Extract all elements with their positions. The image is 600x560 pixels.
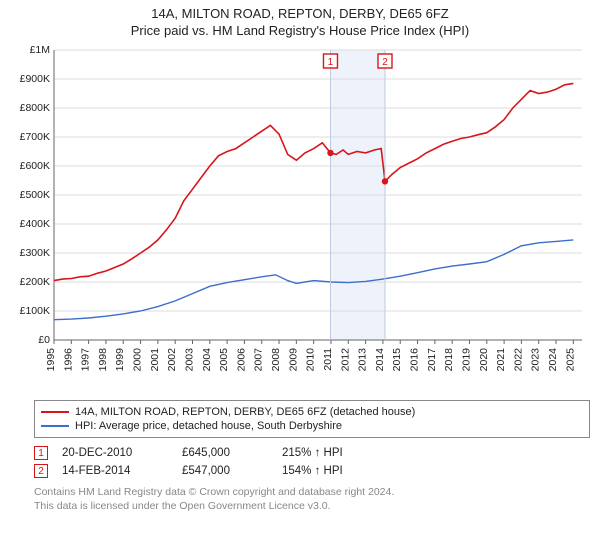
x-tick-label: 2002 [166,348,178,372]
y-tick-label: £0 [38,334,50,346]
page-subtitle: Price paid vs. HM Land Registry's House … [10,23,590,38]
sale-price: £645,000 [182,447,282,459]
x-tick-label: 2001 [149,348,161,372]
y-tick-label: £600K [20,160,50,172]
chart-container: 14A, MILTON ROAD, REPTON, DERBY, DE65 6F… [0,0,600,560]
x-tick-label: 2007 [253,348,265,372]
sale-row: 1 20-DEC-2010£645,000215% ↑ HPI [34,444,590,462]
x-tick-label: 2005 [218,348,230,372]
sales-table: 1 20-DEC-2010£645,000215% ↑ HPI 2 14-FEB-20… [34,444,590,480]
x-tick-label: 1999 [114,348,126,372]
title-block: 14A, MILTON ROAD, REPTON, DERBY, DE65 6F… [0,0,600,40]
y-tick-label: £500K [20,189,50,201]
x-tick-label: 2020 [478,348,490,372]
x-tick-label: 2004 [201,348,213,372]
x-tick-label: 2009 [287,348,299,372]
x-tick-label: 2024 [547,348,559,372]
x-tick-label: 2018 [443,348,455,372]
line-chart: £0 £100K £200K £300K £400K £500K £600K £700K £80… [10,44,590,394]
x-tick-label: 2008 [270,348,282,372]
x-tick-label: 2000 [132,348,144,372]
x-tick-label: 2019 [460,348,472,372]
sale-date: 20-DEC-2010 [62,447,182,459]
sale-price: £547,000 [182,465,282,477]
sale-dot [382,178,388,184]
y-tick-label: £400K [20,218,50,230]
legend-label: 14A, MILTON ROAD, REPTON, DERBY, DE65 6F… [75,406,415,418]
y-tick-label: £1M [30,44,50,56]
x-tick-label: 2010 [305,348,317,372]
x-tick-label: 2025 [564,348,576,372]
legend-row: HPI: Average price, detached house, Sout… [41,419,583,433]
footnote-line: This data is licensed under the Open Gov… [34,500,590,514]
x-tick-label: 2015 [391,348,403,372]
x-tick-label: 2014 [374,348,386,372]
x-tick-label: 1995 [45,348,57,372]
sale-marker-number: 1 [328,57,334,68]
y-tick-label: £800K [20,102,50,114]
sale-marker-icon: 2 [34,464,48,478]
legend-row: 14A, MILTON ROAD, REPTON, DERBY, DE65 6F… [41,405,583,419]
x-tick-label: 2022 [512,348,524,372]
chart-svg: £0 £100K £200K £300K £400K £500K £600K £700K £80… [10,44,590,394]
legend-label: HPI: Average price, detached house, Sout… [75,420,342,432]
y-tick-label: £900K [20,73,50,85]
sale-date: 14-FEB-2014 [62,465,182,477]
legend-swatch [41,425,69,427]
footnote: Contains HM Land Registry data © Crown c… [34,486,590,513]
x-tick-label: 2023 [530,348,542,372]
sale-marker-icon: 1 [34,446,48,460]
sale-pct: 215% ↑ HPI [282,447,402,459]
y-tick-label: £200K [20,276,50,288]
x-tick-label: 1996 [62,348,74,372]
x-tick-label: 2013 [357,348,369,372]
sale-pct: 154% ↑ HPI [282,465,402,477]
y-tick-label: £300K [20,247,50,259]
sale-row: 2 14-FEB-2014£547,000154% ↑ HPI [34,462,590,480]
sale-dot [327,150,333,156]
x-tick-label: 1997 [80,348,92,372]
legend: 14A, MILTON ROAD, REPTON, DERBY, DE65 6F… [34,400,590,438]
x-tick-label: 2003 [183,348,195,372]
x-tick-label: 2006 [235,348,247,372]
x-tick-label: 2017 [426,348,438,372]
x-tick-label: 2016 [409,348,421,372]
x-tick-label: 2012 [339,348,351,372]
legend-swatch [41,411,69,413]
page-title: 14A, MILTON ROAD, REPTON, DERBY, DE65 6F… [10,6,590,21]
footnote-line: Contains HM Land Registry data © Crown c… [34,486,590,500]
y-tick-label: £700K [20,131,50,143]
y-tick-label: £100K [20,305,50,317]
sale-marker-number: 2 [382,57,388,68]
x-tick-label: 2021 [495,348,507,372]
x-tick-label: 1998 [97,348,109,372]
x-tick-label: 2011 [322,348,334,371]
